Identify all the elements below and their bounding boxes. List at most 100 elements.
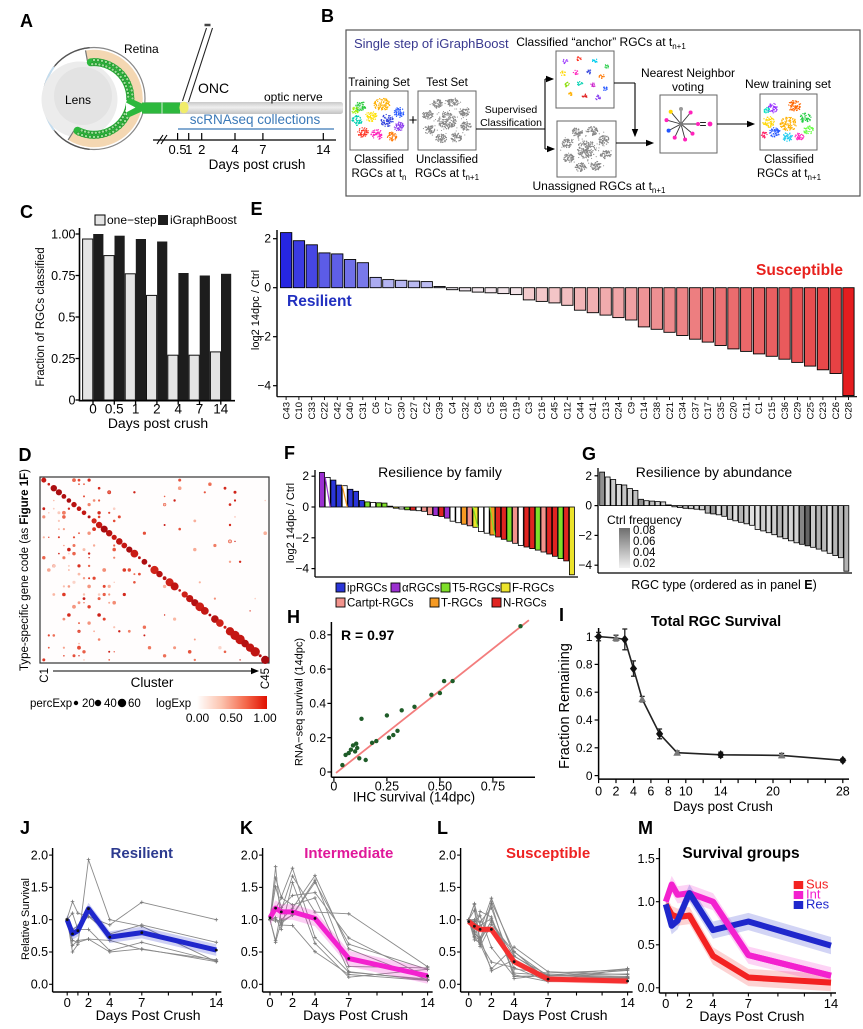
svg-text:Unassigned RGCs at tn+1: Unassigned RGCs at tn+1 xyxy=(533,179,667,195)
svg-text:C38: C38 xyxy=(652,402,663,419)
svg-text:C35: C35 xyxy=(716,402,727,419)
svg-text:C15: C15 xyxy=(767,402,778,419)
svg-text:0.4: 0.4 xyxy=(309,697,326,711)
svg-text:C25: C25 xyxy=(805,402,816,419)
svg-text:R = 0.97: R = 0.97 xyxy=(341,627,395,643)
svg-text:14: 14 xyxy=(620,995,634,1010)
svg-text:7: 7 xyxy=(196,402,204,417)
svg-text:0.0: 0.0 xyxy=(31,978,48,992)
svg-text:Type-specific gene code (as Fi: Type-specific gene code (as Figure 1F) xyxy=(19,469,31,671)
svg-text:−4: −4 xyxy=(295,562,309,576)
svg-text:1: 1 xyxy=(586,630,593,644)
svg-text:0: 0 xyxy=(319,765,326,779)
svg-text:10: 10 xyxy=(679,785,693,799)
svg-text:iGraphBoost: iGraphBoost xyxy=(170,213,237,227)
svg-text:C34: C34 xyxy=(678,402,689,419)
svg-text:6: 6 xyxy=(647,785,654,799)
svg-text:F: F xyxy=(284,443,295,463)
svg-text:14: 14 xyxy=(213,402,229,417)
svg-text:C20: C20 xyxy=(729,402,740,419)
svg-text:=: = xyxy=(699,117,706,131)
svg-text:Res: Res xyxy=(806,897,830,912)
svg-text:C30: C30 xyxy=(396,402,407,419)
svg-text:C27: C27 xyxy=(409,402,420,419)
svg-text:2: 2 xyxy=(198,142,205,157)
svg-text:0.2: 0.2 xyxy=(576,741,593,755)
svg-text:0.5: 0.5 xyxy=(169,142,187,157)
svg-text:0.04: 0.04 xyxy=(633,547,656,559)
svg-text:C7: C7 xyxy=(384,402,395,414)
svg-text:Int: Int xyxy=(806,887,821,902)
svg-text:C26: C26 xyxy=(831,402,842,419)
svg-text:0: 0 xyxy=(266,995,273,1010)
svg-text:C5: C5 xyxy=(486,402,497,414)
svg-text:Training Set: Training Set xyxy=(348,77,410,89)
svg-text:C: C xyxy=(20,202,33,222)
svg-text:1.00: 1.00 xyxy=(253,711,277,725)
svg-text:C45: C45 xyxy=(260,668,272,689)
svg-text:voting: voting xyxy=(672,80,704,94)
svg-text:2.0: 2.0 xyxy=(31,848,48,862)
svg-text:C32: C32 xyxy=(460,402,471,419)
svg-text:RGCs at tn: RGCs at tn xyxy=(352,168,407,182)
svg-text:2: 2 xyxy=(613,785,620,799)
svg-text:Supervised: Supervised xyxy=(485,104,538,116)
svg-text:14: 14 xyxy=(209,995,223,1010)
svg-text:C23: C23 xyxy=(818,402,829,419)
svg-text:0.0: 0.0 xyxy=(241,978,258,992)
svg-text:−4: −4 xyxy=(257,379,271,393)
svg-text:J: J xyxy=(20,818,30,838)
svg-text:Lens: Lens xyxy=(65,93,91,107)
svg-text:C13: C13 xyxy=(601,402,612,419)
svg-text:New training set: New training set xyxy=(745,77,832,91)
svg-text:B: B xyxy=(321,6,334,26)
svg-text:8: 8 xyxy=(665,785,672,799)
svg-text:Single step of iGraphBoost: Single step of iGraphBoost xyxy=(354,36,509,51)
svg-text:E: E xyxy=(251,199,263,219)
svg-text:0: 0 xyxy=(662,996,669,1011)
svg-text:0.08: 0.08 xyxy=(633,525,655,537)
svg-text:C36: C36 xyxy=(780,402,791,419)
svg-text:optic nerve: optic nerve xyxy=(264,90,323,104)
svg-text:ipRGCs: ipRGCs xyxy=(347,583,388,595)
svg-text:RGCs at tn+1: RGCs at tn+1 xyxy=(757,168,822,182)
svg-text:2: 2 xyxy=(585,469,592,483)
svg-text:1.5: 1.5 xyxy=(31,881,48,895)
svg-text:0.50: 0.50 xyxy=(428,780,452,794)
svg-text:C19: C19 xyxy=(511,402,522,419)
svg-text:Susceptible: Susceptible xyxy=(756,262,843,279)
svg-text:7: 7 xyxy=(138,995,145,1010)
svg-text:Days Post Crush: Days Post Crush xyxy=(699,1008,804,1024)
svg-text:0: 0 xyxy=(64,995,71,1010)
svg-text:C44: C44 xyxy=(575,402,586,419)
svg-text:14: 14 xyxy=(714,785,728,799)
svg-text:C16: C16 xyxy=(537,402,548,419)
svg-text:Retina: Retina xyxy=(124,42,159,56)
svg-text:C17: C17 xyxy=(703,402,714,419)
svg-text:Days Post Crush: Days Post Crush xyxy=(96,1007,201,1023)
svg-text:40: 40 xyxy=(104,698,117,710)
svg-text:Test Set: Test Set xyxy=(426,77,468,89)
svg-text:1: 1 xyxy=(185,142,192,157)
svg-text:2: 2 xyxy=(686,996,693,1011)
svg-text:F-RGCs: F-RGCs xyxy=(512,583,554,595)
svg-text:4: 4 xyxy=(311,995,318,1010)
svg-text:C42: C42 xyxy=(333,402,344,419)
svg-text:0.8: 0.8 xyxy=(576,658,593,672)
svg-text:1.0: 1.0 xyxy=(31,913,48,927)
svg-text:0.0: 0.0 xyxy=(638,981,655,995)
svg-text:C41: C41 xyxy=(588,402,599,419)
svg-text:2: 2 xyxy=(289,995,296,1010)
svg-text:Resilience by family: Resilience by family xyxy=(378,464,502,480)
svg-text:14: 14 xyxy=(824,996,838,1011)
svg-text:0: 0 xyxy=(465,995,472,1010)
svg-text:4: 4 xyxy=(106,995,113,1010)
svg-text:Susceptible: Susceptible xyxy=(506,845,590,862)
svg-text:0.5: 0.5 xyxy=(105,402,124,417)
svg-text:2: 2 xyxy=(153,402,161,417)
svg-text:28: 28 xyxy=(836,785,850,799)
svg-text:1.0: 1.0 xyxy=(241,913,258,927)
svg-text:2.0: 2.0 xyxy=(439,848,456,862)
svg-text:7: 7 xyxy=(345,995,352,1010)
svg-text:Resilience by abundance: Resilience by abundance xyxy=(636,464,793,480)
